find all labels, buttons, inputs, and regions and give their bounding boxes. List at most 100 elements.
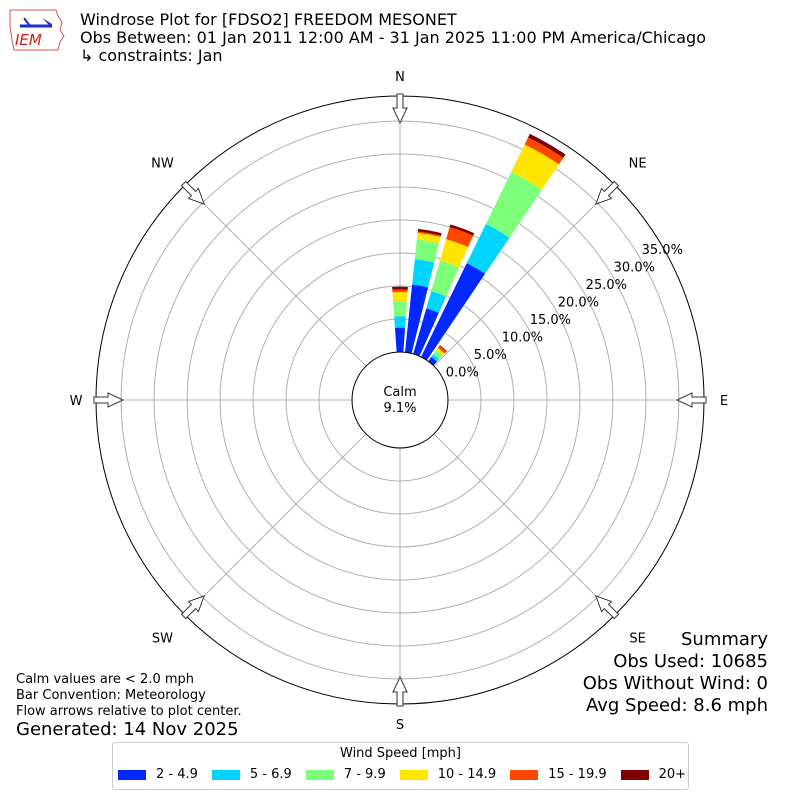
windrose-bar-segment (421, 263, 486, 361)
windrose-bar-segment (511, 144, 559, 190)
iem-logo: IEM (9, 9, 65, 51)
legend-item: 5 - 6.9 (211, 767, 292, 782)
angular-gridline (433, 433, 616, 616)
radial-tick-label: 20.0% (558, 295, 599, 310)
windrose-bar-segment (436, 347, 445, 356)
direction-label: W (70, 394, 83, 409)
direction-label: S (396, 718, 404, 733)
windrose-bar-segment (392, 286, 408, 290)
flow-arrow-icon (595, 595, 620, 620)
flow-arrow-icon (180, 180, 205, 205)
radial-tick-label: 15.0% (530, 313, 571, 328)
calm-circle (351, 351, 449, 449)
flow-arrow-icon (392, 93, 408, 125)
radial-tick-label: 10.0% (502, 330, 543, 345)
obs-used: Obs Used: 10685 (613, 651, 768, 672)
windrose-bar-segment (414, 239, 440, 263)
radial-tick-label: 30.0% (614, 260, 655, 275)
legend-label: 10 - 14.9 (437, 767, 497, 782)
legend-label: 15 - 19.9 (548, 767, 607, 782)
windrose-bar-segment (417, 228, 442, 236)
windrose-bar-segment (431, 260, 459, 297)
legend-label: 20+ (658, 767, 687, 782)
flow-arrow-icon (180, 595, 205, 620)
windrose-bar-segment (394, 316, 406, 328)
legend-swatch (620, 769, 649, 780)
legend-swatch (118, 769, 146, 780)
avg-speed: Avg Speed: 8.6 mph (586, 695, 768, 716)
windrose-bar-segment (524, 137, 564, 165)
calm-label: Calm (383, 385, 416, 400)
windrose-bar-segment (394, 327, 406, 353)
legend-label: 7 - 9.9 (343, 767, 386, 782)
summary: Summary Obs Used: 10685 Obs Without Wind… (583, 629, 768, 717)
windrose-bar-segment (439, 239, 469, 268)
radial-tick-label: 25.0% (586, 278, 627, 293)
windrose-bar-segment (417, 231, 441, 237)
legend-item: 7 - 9.9 (305, 767, 386, 782)
windrose-bar-segment (426, 291, 447, 313)
angular-gridline (184, 433, 367, 616)
windrose-bar-segment (412, 259, 435, 288)
legend-item: 15 - 19.9 (510, 767, 607, 782)
direction-label: NW (151, 156, 174, 171)
direction-label: SW (152, 632, 173, 647)
windrose-bar-segment (437, 345, 447, 354)
legend-title: Wind Speed [mph] (340, 746, 461, 761)
radial-gridline (219, 219, 581, 581)
radial-tick-label: 5.0% (474, 348, 507, 363)
windrose-bar-segment (528, 133, 566, 158)
legend-swatch (305, 769, 334, 780)
generated-date: Generated: 14 Nov 2025 (16, 719, 239, 740)
windrose-bar-segment (428, 356, 438, 366)
legend-swatch (510, 769, 539, 780)
flow-arrow-icon (675, 392, 707, 408)
direction-label: SE (629, 632, 645, 647)
flow-note: Flow arrows relative to plot center. (16, 704, 242, 719)
flow-arrow-icon (595, 180, 620, 205)
legend: Wind Speed [mph] 2 - 4.9 5 - 6.9 7 - 9.9 10… (112, 742, 689, 790)
radial-tick-label: 35.0% (642, 243, 683, 258)
summary-heading: Summary (681, 629, 768, 650)
windrose-bar-segment (466, 224, 510, 274)
title-line1: Windrose Plot for [FDSO2] FREEDOM MESONE… (80, 10, 457, 29)
windrose-bar-segment (439, 345, 448, 352)
notes: Calm values are < 2.0 mph Bar Convention… (16, 672, 242, 720)
windrose-bar-segment (405, 284, 429, 354)
legend-item: 20+ (620, 767, 687, 782)
radial-gridline (153, 153, 647, 647)
title-line3: ↳ constraints: Jan (80, 46, 223, 65)
legend-swatch (399, 769, 428, 780)
legend-item: 2 - 4.9 (118, 767, 198, 782)
direction-label: NE (629, 156, 647, 171)
direction-label: E (720, 394, 728, 409)
radial-tick-label: 0.0% (446, 365, 479, 380)
legend-label: 5 - 6.9 (249, 767, 292, 782)
legend-label: 2 - 4.9 (156, 767, 198, 782)
obs-without-wind: Obs Without Wind: 0 (582, 673, 768, 694)
radial-gridline (285, 285, 515, 515)
windrose-bar-segment (449, 224, 475, 236)
windrose-bar-segment (392, 291, 408, 302)
windrose-bar-segment (413, 308, 439, 357)
radial-gridline (252, 252, 548, 548)
windrose-bar-segment (393, 301, 407, 317)
windrose-bar-segment (392, 289, 408, 293)
title-line2: Obs Between: 01 Jan 2011 12:00 AM - 31 J… (80, 28, 706, 47)
convention-note: Bar Convention: Meteorology (16, 688, 206, 703)
chart-title: Windrose Plot for [FDSO2] FREEDOM MESONE… (80, 11, 706, 65)
legend-swatch (211, 769, 240, 780)
calm-value: 9.1% (383, 401, 416, 416)
calm-note: Calm values are < 2.0 mph (16, 672, 195, 687)
windrose-bar-segment (431, 354, 440, 362)
radial-gridline (186, 186, 614, 614)
windrose-bar-segment (485, 171, 542, 238)
direction-label: N (395, 70, 405, 85)
angular-gridline (184, 184, 367, 367)
flow-arrow-icon (93, 392, 125, 408)
svg-text:IEM: IEM (15, 31, 42, 49)
windrose-bar-segment (446, 227, 474, 248)
windrose-bar-segment (433, 349, 443, 360)
legend-item: 10 - 14.9 (399, 767, 497, 782)
